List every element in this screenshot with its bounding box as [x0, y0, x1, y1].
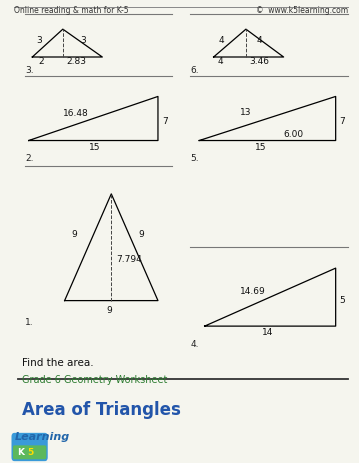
Text: 2.83: 2.83	[66, 56, 87, 66]
Text: 3.: 3.	[25, 66, 34, 75]
Text: 4: 4	[257, 36, 262, 45]
Text: 3: 3	[81, 36, 87, 45]
Text: 16.48: 16.48	[62, 109, 88, 118]
Text: Learning: Learning	[14, 432, 70, 442]
Text: Find the area.: Find the area.	[22, 357, 93, 368]
Text: 9: 9	[138, 229, 144, 238]
Text: 4: 4	[219, 36, 224, 45]
Text: 5.: 5.	[190, 154, 199, 163]
Text: 2.: 2.	[25, 154, 34, 163]
FancyBboxPatch shape	[13, 445, 46, 459]
Text: ©  www.k5learning.com: © www.k5learning.com	[256, 6, 348, 14]
Text: 15: 15	[255, 142, 266, 151]
Text: 4.: 4.	[190, 339, 199, 348]
Text: 7: 7	[339, 117, 345, 126]
Text: 15: 15	[89, 142, 101, 151]
Text: 9: 9	[107, 306, 112, 315]
Text: Online reading & math for K-5: Online reading & math for K-5	[14, 6, 129, 14]
Text: 5: 5	[339, 295, 345, 304]
Text: K: K	[17, 447, 24, 457]
Text: 6.: 6.	[190, 66, 199, 75]
Text: Area of Triangles: Area of Triangles	[22, 400, 181, 419]
Text: 14: 14	[262, 327, 273, 337]
Text: 3.46: 3.46	[250, 56, 270, 66]
Text: 5: 5	[27, 447, 33, 457]
Text: 13: 13	[240, 107, 252, 117]
Text: 14.69: 14.69	[240, 286, 266, 295]
Text: 7.794: 7.794	[117, 255, 143, 264]
Text: 7: 7	[162, 117, 168, 126]
Text: 1.: 1.	[25, 317, 34, 326]
Text: Grade 6 Geometry Worksheet: Grade 6 Geometry Worksheet	[22, 374, 167, 384]
Text: 9: 9	[71, 229, 77, 238]
Text: 2: 2	[38, 56, 44, 66]
Text: 4: 4	[218, 56, 224, 66]
Text: 6.00: 6.00	[284, 130, 304, 139]
FancyBboxPatch shape	[11, 433, 48, 461]
Text: 3: 3	[37, 36, 42, 45]
